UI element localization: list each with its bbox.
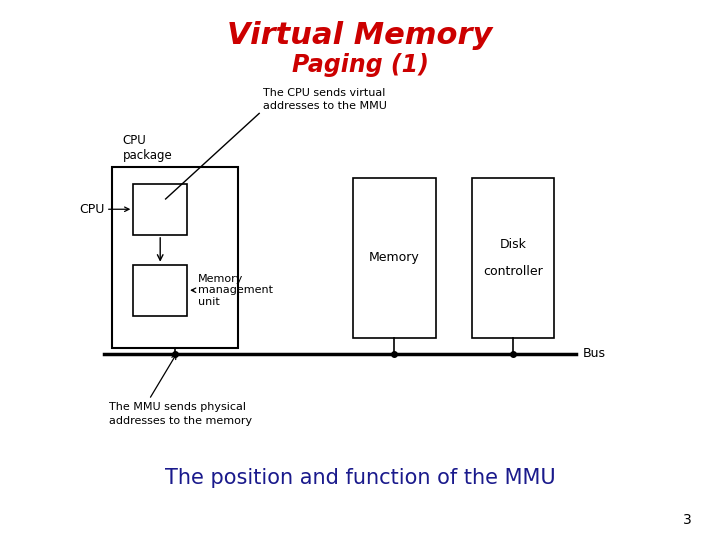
Text: Memory
management
unit: Memory management unit: [198, 274, 273, 307]
Text: Memory: Memory: [369, 251, 420, 265]
Text: The MMU sends physical
addresses to the memory: The MMU sends physical addresses to the …: [109, 402, 253, 426]
Text: The CPU sends virtual
addresses to the MMU: The CPU sends virtual addresses to the M…: [263, 87, 387, 111]
Text: CPU: CPU: [79, 202, 104, 216]
Text: Bus: Bus: [583, 347, 606, 360]
Text: 3: 3: [683, 512, 691, 526]
Text: Virtual Memory: Virtual Memory: [228, 21, 492, 50]
Text: Disk: Disk: [500, 238, 526, 251]
Text: Paging (1): Paging (1): [292, 53, 428, 77]
Text: controller: controller: [483, 265, 543, 278]
Bar: [353, 178, 436, 338]
Bar: [112, 167, 238, 348]
Bar: [472, 178, 554, 338]
Bar: [133, 265, 187, 316]
Text: CPU
package: CPU package: [122, 134, 172, 162]
Bar: [133, 184, 187, 235]
Text: The position and function of the MMU: The position and function of the MMU: [165, 468, 555, 488]
